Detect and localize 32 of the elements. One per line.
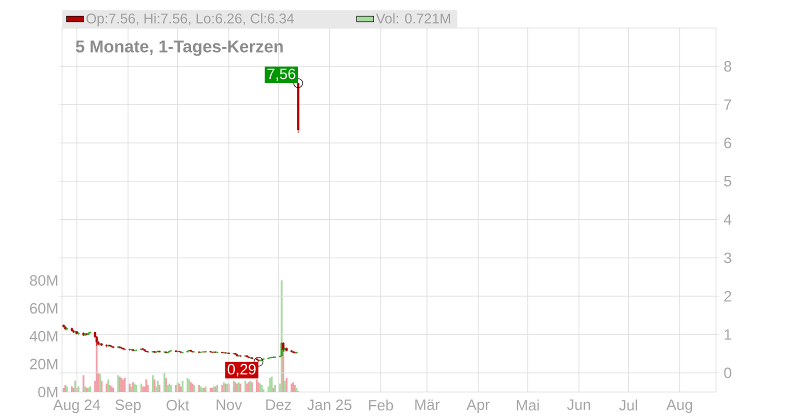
x-tick-label: Aug (666, 400, 692, 413)
annotation: 7,56 (268, 68, 296, 81)
x-tick-label: Mär (415, 400, 440, 410)
y-tick-label: 7 (724, 99, 732, 110)
x-tick-label: Jun (567, 400, 590, 410)
x-tick-label: Mai (516, 400, 539, 411)
annotation: 0,29 (228, 364, 256, 376)
y-tick-label: 8 (724, 61, 732, 72)
y2-tick-label: 80M (30, 275, 58, 286)
legend-label: Op:7.56, Hi:7.56, Lo:6.26, Cl:6.34 (86, 13, 294, 26)
x-tick-label: Nov (216, 400, 242, 410)
x-tick-label: Okt (166, 400, 190, 411)
x-tick-label: Aug 24 (53, 400, 100, 414)
x-tick-label: Jul (619, 400, 638, 411)
y-tick-label: 4 (724, 214, 732, 225)
y-tick-label: 3 (724, 252, 732, 264)
text: 5 Monate, 1-Tages-Kerzen (76, 40, 283, 56)
y-tick-label: 2 (724, 290, 732, 302)
y-tick-label: 1 (724, 329, 732, 340)
y-tick-label: 0 (724, 368, 732, 378)
x-tick-label: Jan 25 (307, 400, 352, 410)
y2-tick-label: 20M (30, 358, 58, 370)
x-tick-label: Feb (369, 400, 394, 411)
x-tick-label: Dez (266, 400, 291, 410)
x-tick-label: Apr (466, 400, 490, 413)
legend-label: Vol: 0.721M (376, 13, 450, 24)
y2-tick-label: 60M (30, 303, 58, 314)
y-tick-label: 5 (724, 176, 732, 186)
y2-tick-label: 40M (30, 330, 58, 342)
y-tick-label: 6 (724, 138, 732, 148)
y2-tick-label: 0M (38, 386, 58, 398)
x-tick-label: Sep (115, 400, 141, 414)
